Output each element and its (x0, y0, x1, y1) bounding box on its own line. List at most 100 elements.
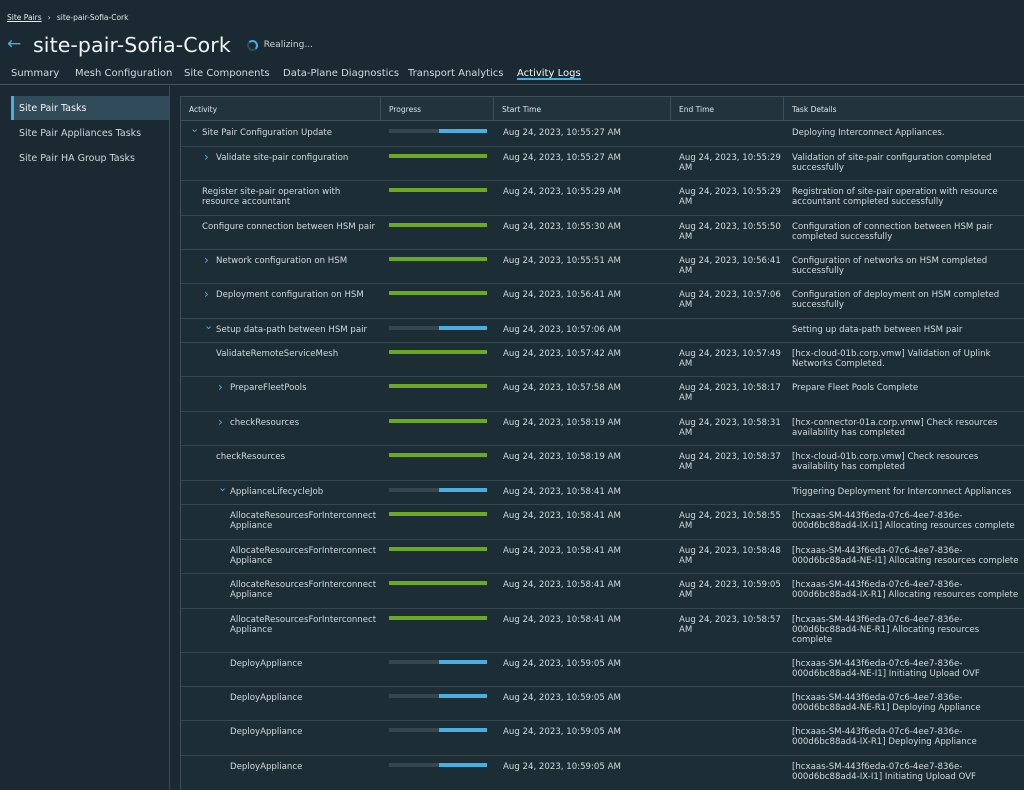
table-row[interactable]: › Validate site-pair configuration Aug 24,… (181, 147, 1024, 181)
tab-bar: Summary Mesh Configuration Site Componen… (0, 64, 1024, 85)
table-row[interactable]: › Network configuration on HSM Aug 24, 202… (181, 250, 1024, 284)
progress-cell (389, 660, 487, 664)
progress-bar (389, 694, 487, 698)
table-row[interactable]: ValidateRemoteServiceMesh Aug 24, 2023, 1… (181, 343, 1024, 377)
progress-cell (389, 694, 487, 698)
tab-summary[interactable]: Summary (11, 68, 60, 79)
progress-cell (389, 616, 487, 620)
progress-cell (389, 291, 487, 295)
task-details-cell: [hcxaas-SM-443f6eda-07c6-4ee7-836e-000d6… (792, 580, 1019, 600)
tab-data-plane-diagnostics[interactable]: Data-Plane Diagnostics (283, 68, 400, 79)
task-details-cell: Configuration of networks on HSM complet… (792, 256, 988, 276)
back-arrow-icon[interactable]: ← (7, 34, 22, 54)
progress-fill (389, 547, 487, 551)
start-time-cell: Aug 24, 2023, 10:58:41 AM (503, 615, 621, 625)
progress-fill (389, 257, 487, 261)
activity-label: ValidateRemoteServiceMesh (216, 349, 339, 359)
activity-label: DeployAppliance (230, 762, 303, 772)
column-header-activity[interactable]: Activity (181, 97, 381, 121)
table-row[interactable]: AllocateResourcesForInterconnect Applian… (181, 609, 1024, 653)
chevron-right-icon[interactable]: › (204, 253, 209, 267)
activity-table: Activity Progress Start Time End Time Ta… (180, 96, 1024, 790)
table-row[interactable]: DeployAppliance Aug 24, 2023, 10:59:05 AM… (181, 653, 1024, 687)
activity-label: Network configuration on HSM (216, 256, 348, 266)
progress-bar (389, 616, 487, 620)
table-row[interactable]: Configure connection between HSM pair Aug… (181, 216, 1024, 250)
table-row[interactable]: ⌄ ApplianceLifecycleJob Aug 24, 2023, 10:5… (181, 481, 1024, 505)
page-header: ← site-pair-Sofia-Cork Realizing... (7, 30, 313, 60)
sidebar-item-site-pair-ha-group-tasks[interactable]: Site Pair HA Group Tasks (19, 152, 136, 164)
tab-activity-logs[interactable]: Activity Logs (517, 64, 581, 80)
task-details-cell: Validation of site-pair configuration co… (792, 153, 992, 173)
start-time-cell: Aug 24, 2023, 10:58:19 AM (503, 452, 621, 462)
tab-mesh-configuration[interactable]: Mesh Configuration (75, 68, 173, 79)
progress-bar (389, 257, 487, 261)
chevron-down-icon[interactable]: ⌄ (218, 481, 228, 494)
table-row[interactable]: › PrepareFleetPools Aug 24, 2023, 10:57:58… (181, 377, 1024, 412)
progress-fill (389, 384, 487, 388)
start-time-cell: Aug 24, 2023, 10:58:19 AM (503, 418, 621, 428)
activity-label: AllocateResourcesForInterconnect Applian… (230, 546, 377, 566)
column-header-end-time[interactable]: End Time (671, 97, 784, 121)
chevron-down-icon[interactable]: ⌄ (204, 319, 214, 332)
task-details-cell: Deploying Interconnect Appliances. (792, 128, 945, 138)
progress-fill (439, 326, 487, 330)
table-row[interactable]: DeployAppliance Aug 24, 2023, 10:59:05 AM… (181, 756, 1024, 790)
chevron-right-icon[interactable]: › (204, 287, 209, 301)
progress-fill (439, 694, 487, 698)
table-row[interactable]: DeployAppliance Aug 24, 2023, 10:59:05 AM… (181, 721, 1024, 756)
table-row[interactable]: › checkResources Aug 24, 2023, 10:58:19 AM… (181, 412, 1024, 446)
activity-label: checkResources (216, 452, 286, 462)
start-time-cell: Aug 24, 2023, 10:58:41 AM (503, 580, 621, 590)
activity-cell: AllocateResourcesForInterconnect Applian… (190, 511, 380, 531)
chevron-right-icon[interactable]: › (204, 150, 209, 164)
activity-cell: DeployAppliance (190, 693, 380, 703)
start-time-cell: Aug 24, 2023, 10:58:41 AM (503, 487, 621, 497)
end-time-cell: Aug 24, 2023, 10:56:41 AM (679, 256, 781, 276)
task-details-cell: [hcxaas-SM-443f6eda-07c6-4ee7-836e-000d6… (792, 615, 980, 645)
activity-label: AllocateResourcesForInterconnect Applian… (230, 511, 377, 531)
activity-cell: › PrepareFleetPools (190, 380, 380, 394)
table-row[interactable]: Register site-pair operation with resour… (181, 181, 1024, 216)
column-header-task-details[interactable]: Task Details (792, 104, 837, 114)
column-header-start-time[interactable]: Start Time (494, 97, 671, 121)
progress-fill (389, 188, 487, 192)
chevron-down-icon[interactable]: ⌄ (190, 122, 200, 135)
activity-cell: › Deployment configuration on HSM (190, 287, 380, 301)
breadcrumb-site-pairs-link[interactable]: Site Pairs (7, 13, 42, 22)
start-time-cell: Aug 24, 2023, 10:55:51 AM (503, 256, 621, 266)
table-row[interactable]: ⌄ Setup data-path between HSM pair Aug 24,… (181, 319, 1024, 343)
task-details-cell: [hcx-cloud-01b.corp.vmw] Validation of U… (792, 349, 991, 369)
chevron-right-icon: › (47, 13, 51, 22)
tab-site-components[interactable]: Site Components (184, 68, 270, 79)
table-row[interactable]: AllocateResourcesForInterconnect Applian… (181, 540, 1024, 574)
table-row[interactable]: AllocateResourcesForInterconnect Applian… (181, 574, 1024, 609)
task-details-cell: [hcxaas-SM-443f6eda-07c6-4ee7-836e-000d6… (792, 693, 981, 713)
chevron-right-icon[interactable]: › (218, 415, 223, 429)
chevron-right-icon[interactable]: › (218, 380, 223, 394)
progress-fill (439, 488, 487, 492)
table-row[interactable]: checkResources Aug 24, 2023, 10:58:19 AM A… (181, 446, 1024, 481)
start-time-cell: Aug 24, 2023, 10:55:30 AM (503, 222, 621, 232)
status-text: Realizing... (263, 40, 313, 50)
task-details-cell: [hcx-cloud-01b.corp.vmw] Check resources… (792, 452, 979, 472)
table-row[interactable]: › Deployment configuration on HSM Aug 24, … (181, 284, 1024, 319)
sidebar-item-site-pair-appliances-tasks[interactable]: Site Pair Appliances Tasks (19, 127, 142, 139)
task-details-cell: Triggering Deployment for Interconnect A… (792, 487, 1012, 497)
activity-label: Site Pair Configuration Update (202, 128, 333, 138)
table-row[interactable]: AllocateResourcesForInterconnect Applian… (181, 505, 1024, 540)
progress-cell (389, 154, 487, 158)
activity-cell: › Validate site-pair configuration (190, 150, 380, 164)
task-details-cell: Registration of site-pair operation with… (792, 187, 998, 207)
activity-label: DeployAppliance (230, 727, 303, 737)
progress-cell (389, 188, 487, 192)
table-row[interactable]: DeployAppliance Aug 24, 2023, 10:59:05 AM… (181, 687, 1024, 721)
table-row[interactable]: ⌄ Site Pair Configuration Update Aug 24, 2… (181, 122, 1024, 147)
activity-cell: AllocateResourcesForInterconnect Applian… (190, 615, 380, 635)
activity-label: AllocateResourcesForInterconnect Applian… (230, 580, 377, 600)
column-header-progress[interactable]: Progress (381, 97, 494, 121)
start-time-cell: Aug 24, 2023, 10:59:05 AM (503, 762, 621, 772)
tab-transport-analytics[interactable]: Transport Analytics (408, 68, 504, 79)
start-time-cell: Aug 24, 2023, 10:57:06 AM (503, 325, 621, 335)
sidebar-item-site-pair-tasks[interactable]: Site Pair Tasks (11, 96, 169, 120)
